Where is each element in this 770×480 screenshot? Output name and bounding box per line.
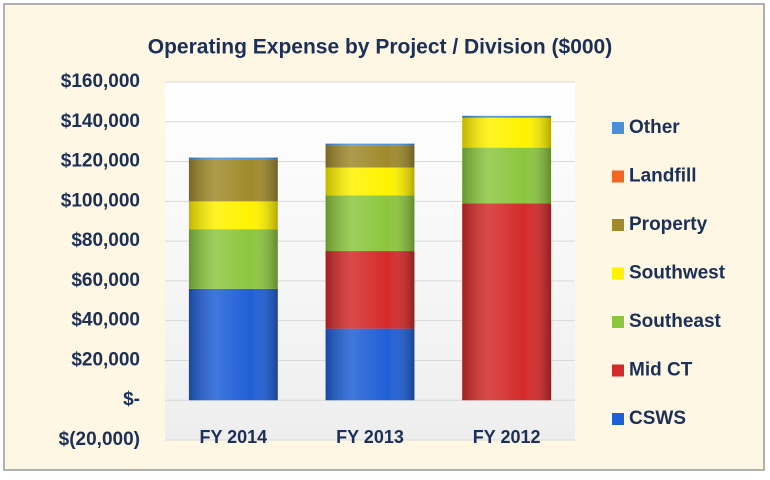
legend-swatch [612,170,624,183]
y-tick-label: $160,000 [61,71,140,92]
bar-shade [325,195,415,252]
x-tick-label: FY 2014 [199,427,267,447]
legend-label: Landfill [629,166,697,187]
legend-label: Southeast [629,311,722,332]
legend-swatch [612,316,624,328]
y-tick-label: $40,000 [71,310,140,331]
bar-shade [188,288,278,401]
bar-shade [325,167,415,196]
legend-swatch [612,267,624,280]
bar-shade [325,145,415,168]
bar-shade [325,143,415,146]
bar-shade [188,159,278,202]
bar-shade [188,229,278,289]
bar-shade [462,203,552,401]
y-tick-label: $80,000 [71,230,140,251]
legend-swatch [612,413,624,425]
bar-shade [462,117,552,148]
legend-label: Property [629,214,708,235]
y-tick-label: $140,000 [61,111,140,132]
x-tick-label: FY 2012 [473,427,541,447]
bar-shade [188,157,278,160]
legend-label: Mid CT [629,360,693,381]
legend-swatch [612,364,624,377]
legend-label: Other [629,117,680,138]
chart-title: Operating Expense by Project / Division … [148,36,612,59]
legend-label: CSWS [629,408,686,429]
legend-label: Southwest [629,263,726,284]
y-tick-label: $100,000 [61,190,140,211]
legend-swatch [612,219,624,231]
bar-shade [188,201,278,230]
bar-shade [462,147,552,204]
bar-shade [325,328,415,401]
y-tick-label: $60,000 [71,270,140,291]
bar-shade [462,115,552,118]
bar-shade [325,251,415,329]
y-tick-label: $- [123,389,140,410]
legend-swatch [612,122,624,134]
y-tick-label: $20,000 [71,349,140,370]
x-tick-label: FY 2013 [336,427,404,447]
y-tick-label: $120,000 [61,151,140,172]
y-tick-label: $(20,000) [59,429,140,450]
